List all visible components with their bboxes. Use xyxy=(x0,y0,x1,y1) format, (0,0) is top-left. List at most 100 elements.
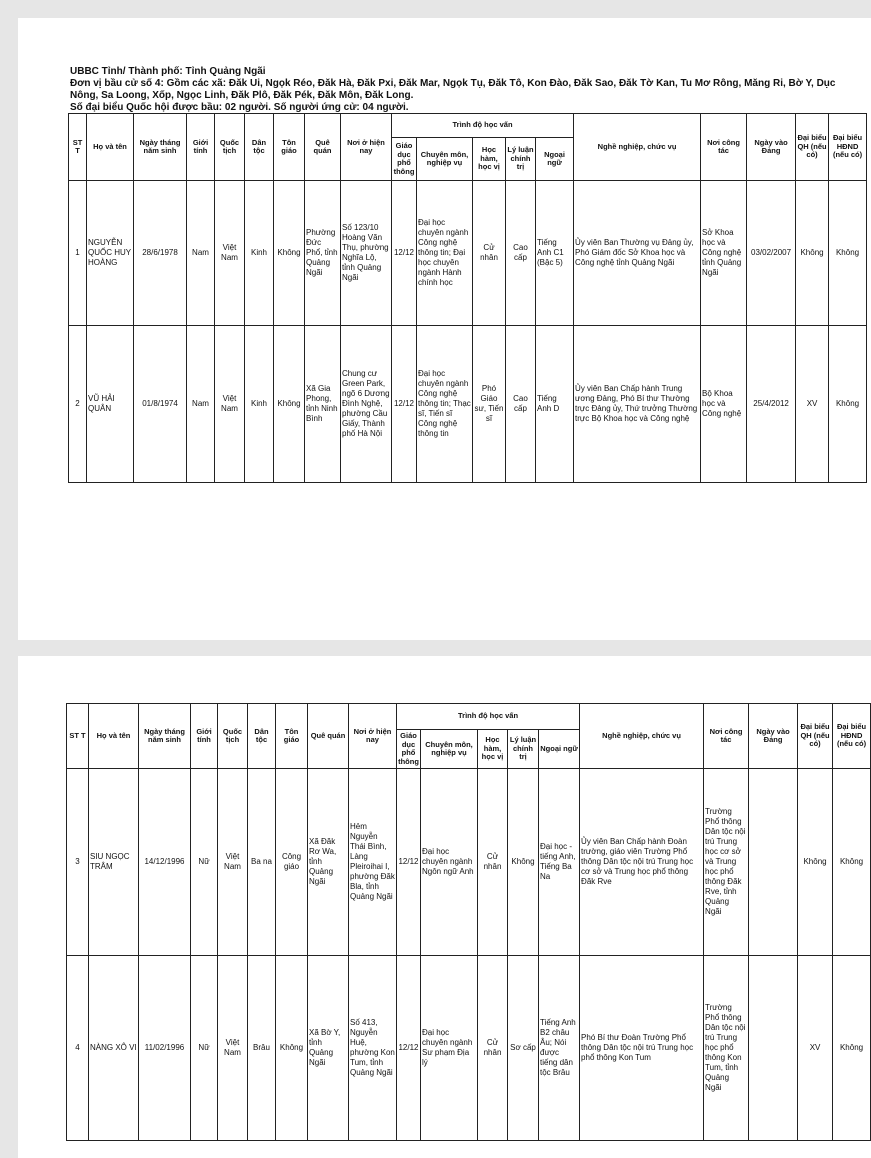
candidate-row: 1 NGUYỄN QUỐC HUY HOÀNG 28/6/1978 Nam Việt N… xyxy=(68,180,868,326)
table-cell: Đại học chuyên ngành Sư phạm Địa lý xyxy=(420,955,478,1141)
candidate-table: ST T Họ và tên Ngày tháng năm sinh Giới tín… xyxy=(66,703,871,1141)
table-cell: 2 xyxy=(68,325,87,483)
table-cell: Không xyxy=(273,325,305,483)
table-cell xyxy=(748,955,799,1141)
column-header: Chuyên môn, nghiệp vụ xyxy=(420,729,478,769)
table-cell: 01/8/1974 xyxy=(133,325,187,483)
column-header: Ngoại ngữ xyxy=(537,729,581,769)
table-cell: Phường Đức Phổ, tỉnh Quảng Ngãi xyxy=(304,180,341,326)
column-header: Ngoại ngữ xyxy=(534,137,575,181)
group-header: Trình độ học vấn xyxy=(395,703,581,730)
table-cell: Việt Nam xyxy=(214,325,245,483)
column-header: Giáo dục phổ thông xyxy=(396,729,421,769)
table-cell: 03/02/2007 xyxy=(746,180,797,326)
table-cell: 28/6/1978 xyxy=(133,180,187,326)
column-header: Nơi ở hiện nay xyxy=(348,703,397,769)
column-header: Chuyên môn, nghiệp vụ xyxy=(416,137,473,181)
table-cell: Trường Phổ thông Dân tộc nội trú Trung h… xyxy=(703,768,750,956)
table-cell: Việt Nam xyxy=(214,180,245,326)
column-header: Tôn giáo xyxy=(275,703,308,769)
column-header: Học hàm, học vị xyxy=(477,729,508,769)
column-header: Quê quán xyxy=(307,703,349,769)
table-cell: 12/12 xyxy=(391,325,417,483)
column-header: Nghề nghiệp, chức vụ xyxy=(573,113,702,181)
table-cell: Sở Khoa học và Công nghệ tỉnh Quảng Ngãi xyxy=(700,180,748,326)
header-row: Giáo dục phổ thông Chuyên môn, nghiệp vụ H… xyxy=(67,729,871,769)
column-header: Quê quán xyxy=(304,113,341,181)
table-cell: Không xyxy=(797,768,834,956)
table-cell: Nữ xyxy=(190,768,218,956)
table-cell: 25/4/2012 xyxy=(746,325,797,483)
table-cell: Không xyxy=(832,768,871,956)
column-header: ST T xyxy=(68,113,87,181)
table-cell: Cao cấp xyxy=(505,325,536,483)
table-cell: NÀNG XÔ VI xyxy=(88,955,139,1141)
table-cell: Cử nhân xyxy=(477,955,508,1141)
table-cell: Phó Bí thư Đoàn Trường Phổ thông Dân tộc… xyxy=(579,955,705,1141)
header-line: UBBC Tỉnh/ Thành phố: Tỉnh Quảng Ngãi xyxy=(70,66,266,77)
column-header: Dân tộc xyxy=(247,703,276,769)
table-cell: Công giáo xyxy=(275,768,308,956)
column-header: Họ và tên xyxy=(86,113,134,181)
group-header: Trình độ học vấn xyxy=(390,113,575,138)
table-cell: 3 xyxy=(66,768,89,956)
column-header: Lý luận chính trị xyxy=(507,729,539,769)
document-header: UBBC Tỉnh/ Thành phố: Tỉnh Quảng Ngãi Đơ… xyxy=(70,66,860,114)
table-cell: Không xyxy=(795,180,830,326)
column-header: Ngày vào Đảng xyxy=(746,113,797,181)
table-cell: Xã Gia Phong, tỉnh Ninh Bình xyxy=(304,325,341,483)
table-cell: Đại học chuyên ngành Công nghệ thông tin… xyxy=(416,325,473,483)
table-cell: Brâu xyxy=(247,955,276,1141)
table-cell: 4 xyxy=(66,955,89,1141)
column-header: Tôn giáo xyxy=(273,113,305,181)
table-cell: Hẻm Nguyễn Thái Bình, Làng Pleiroihai I,… xyxy=(348,768,397,956)
table-cell: Việt Nam xyxy=(217,955,248,1141)
column-header: Họ và tên xyxy=(88,703,139,769)
table-cell: Xã Đăk Rơ Wa, tỉnh Quảng Ngãi xyxy=(307,768,349,956)
column-header: Đại biểu HĐND (nếu có) xyxy=(828,113,868,181)
column-header: Giới tính xyxy=(190,703,218,769)
header-line: Đơn vị bầu cử số 4: Gồm các xã: Đăk Ui, … xyxy=(70,78,836,101)
column-header: Ngày vào Đảng xyxy=(748,703,799,769)
column-header: Ngày tháng năm sinh xyxy=(138,703,191,769)
candidate-row: 4 NÀNG XÔ VI 11/02/1996 Nữ Việt Nam Brâu Không… xyxy=(66,955,871,1141)
table-cell: XV xyxy=(797,955,834,1141)
table-cell: XV xyxy=(795,325,830,483)
column-header: Nơi công tác xyxy=(700,113,748,181)
table-cell: Phó Giáo sư, Tiến sĩ xyxy=(472,325,506,483)
table-cell: Không xyxy=(273,180,305,326)
table-cell: Ba na xyxy=(247,768,276,956)
column-header: Dân tộc xyxy=(244,113,274,181)
table-cell: Nam xyxy=(186,325,215,483)
column-header: ST T xyxy=(66,703,89,769)
table-cell: Không xyxy=(832,955,871,1141)
table-cell: Không xyxy=(507,768,539,956)
table-cell: 14/12/1996 xyxy=(138,768,191,956)
table-cell: Ủy viên Ban Chấp hành Trung ương Đảng, P… xyxy=(573,325,702,483)
header-row: ST T Họ và tên Ngày tháng năm sinh Giới tín… xyxy=(66,703,871,769)
table-cell: VŨ HẢI QUÂN xyxy=(86,325,134,483)
header-row: Giáo dục phổ thông Chuyên môn, nghiệp vụ H… xyxy=(69,137,867,181)
candidate-row: 2 VŨ HẢI QUÂN 01/8/1974 Nam Việt Nam Kinh Khôn… xyxy=(68,325,868,483)
column-header: Đại biểu QH (nếu có) xyxy=(795,113,830,181)
candidate-table: ST T Họ và tên Ngày tháng năm sinh Giới tín… xyxy=(68,113,868,483)
table-cell: Trường Phổ thông Dân tộc nội trú Trung h… xyxy=(703,955,750,1141)
column-header: Giới tính xyxy=(186,113,215,181)
table-cell: Bộ Khoa học và Công nghệ xyxy=(700,325,748,483)
table-cell xyxy=(748,768,799,956)
header-line: Số đại biểu Quốc hội được bầu: 02 người.… xyxy=(70,102,409,113)
column-header: Nơi ở hiện nay xyxy=(340,113,392,181)
table-cell: Đại học chuyên ngành Công nghệ thông tin… xyxy=(416,180,473,326)
table-cell: Không xyxy=(275,955,308,1141)
column-header: Nghề nghiệp, chức vụ xyxy=(579,703,705,769)
table-cell: Việt Nam xyxy=(217,768,248,956)
table-cell: Đại học - tiếng Anh, Tiếng Ba Na xyxy=(537,768,581,956)
column-header: Quốc tịch xyxy=(214,113,245,181)
table-cell: Tiếng Anh D xyxy=(534,325,575,483)
table-cell: Ủy viên Ban Chấp hành Đoàn trường, giáo … xyxy=(579,768,705,956)
table-cell: Kinh xyxy=(244,180,274,326)
table-cell: Nữ xyxy=(190,955,218,1141)
table-cell: 12/12 xyxy=(396,768,421,956)
table-cell: Chung cư Green Park, ngõ 6 Dương Đình Ng… xyxy=(340,325,392,483)
